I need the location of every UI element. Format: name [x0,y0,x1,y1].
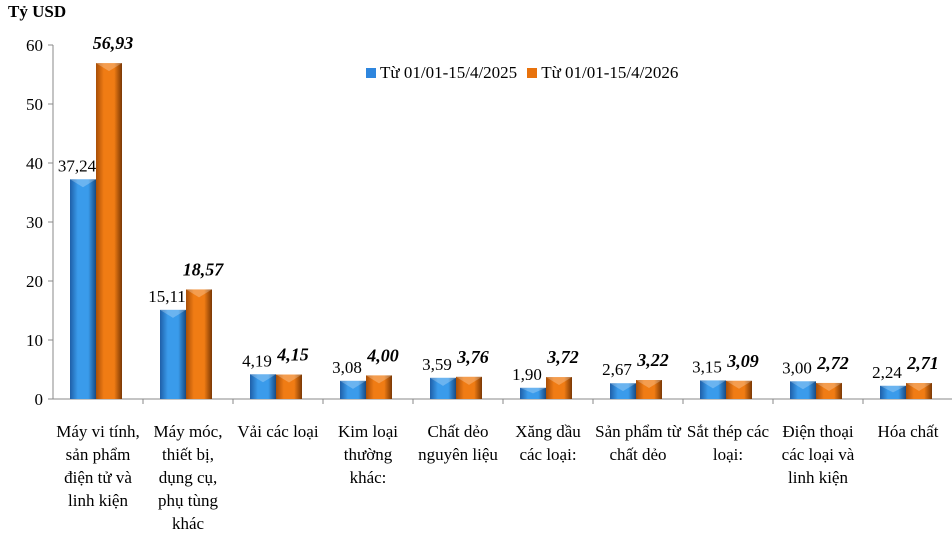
bar-2026 [906,383,932,399]
x-tick-label: Sản phẩm từ chất dẻo [595,422,681,464]
x-tick-label: Vải các loại [237,422,319,441]
bar-bevel [610,383,636,392]
bar-bevel [250,374,276,383]
data-label-2025: 3,59 [422,355,452,374]
x-tick-label: Điện thoại các loại và linh kiện [781,422,855,487]
data-label-2026: 18,57 [183,259,225,279]
data-label-2025: 3,15 [692,357,722,376]
bar-2026 [636,380,662,399]
bar-bevel [160,309,186,318]
data-label-2025: 2,67 [602,360,632,379]
y-tick-label: 0 [35,390,44,409]
data-label-2026: 56,93 [93,33,134,53]
bar-2025 [430,377,456,399]
y-tick-label: 30 [26,213,43,232]
y-tick-label: 40 [26,154,43,173]
bar-bevel [726,380,752,389]
bar-2025 [700,380,726,399]
y-tick-label: 20 [26,272,43,291]
bar-bevel [700,380,726,389]
bar-2025 [250,374,276,399]
bar-2025 [70,179,96,399]
bar-bevel [456,376,482,385]
bar-2025 [520,387,546,399]
bar-bevel [546,377,572,386]
bar-2026 [816,382,842,399]
bar-2026 [546,377,572,399]
bar-bevel [340,380,366,389]
bar-2026 [96,63,122,399]
data-label-2025: 4,19 [242,351,272,370]
bar-bevel [96,63,122,72]
legend-swatch-2025 [366,68,376,78]
x-tick-label: Chất dẻo nguyên liệu [418,422,498,464]
bar-2025 [880,385,906,399]
data-label-2025: 37,24 [58,156,97,175]
bar-2026 [276,374,302,399]
bar-bevel [790,381,816,390]
x-tick-label: Máy móc, thiết bị, dụng cụ, phụ tùng khá… [153,422,223,533]
legend-swatch-2026 [527,68,538,78]
data-label-2025: 15,11 [148,287,186,306]
bar-bevel [816,382,842,391]
bar-2025 [610,383,636,399]
bar-2026 [186,289,212,399]
y-tick-label: 50 [26,95,43,114]
data-label-2026: 3,09 [726,351,759,371]
bar-bevel [880,385,906,393]
data-label-2026: 4,15 [276,345,309,365]
legend-label-2025: Từ 01/01-15/4/2025 [380,63,518,82]
bar-bevel [70,179,96,188]
x-tick-label: Xăng dầu các loại: [515,422,581,464]
bar-2025 [790,381,816,399]
data-label-2025: 3,08 [332,358,362,377]
legend: Từ 01/01-15/4/2025 Từ 01/01-15/4/2026 [366,63,688,83]
bar-2026 [726,380,752,399]
y-tick-label: 10 [26,331,43,350]
bar-2025 [340,380,366,399]
data-label-2025: 3,00 [782,358,812,377]
bar-bevel [430,377,456,386]
bar-bevel [366,375,392,384]
x-tick-label: Kim loại thường khác: [338,422,398,487]
data-label-2026: 3,72 [546,347,579,367]
x-tick-label: Hóa chất [877,422,939,441]
data-label-2025: 2,24 [872,363,902,382]
bar-bevel [636,380,662,389]
bar-bevel [186,289,212,298]
legend-label-2026: Từ 01/01-15/4/2026 [541,63,679,82]
data-label-2025: 1,90 [512,365,542,384]
data-label-2026: 2,71 [906,353,939,373]
bar-bevel [520,387,546,394]
bar-2026 [366,375,392,399]
y-axis-label: Tỷ USD [8,2,67,21]
bar-2026 [456,376,482,399]
data-label-2026: 2,72 [816,353,849,373]
x-tick-label: Máy vi tính, sản phẩm điện tử và linh ki… [56,422,140,510]
bar-bevel [906,383,932,392]
x-tick-label: Sắt thép các loại: [686,422,770,464]
data-label-2026: 4,00 [366,345,399,365]
bar-bevel [276,374,302,383]
bar-2025 [160,309,186,399]
data-label-2026: 3,22 [636,350,669,370]
data-label-2026: 3,76 [456,347,489,367]
y-tick-label: 60 [26,36,43,55]
